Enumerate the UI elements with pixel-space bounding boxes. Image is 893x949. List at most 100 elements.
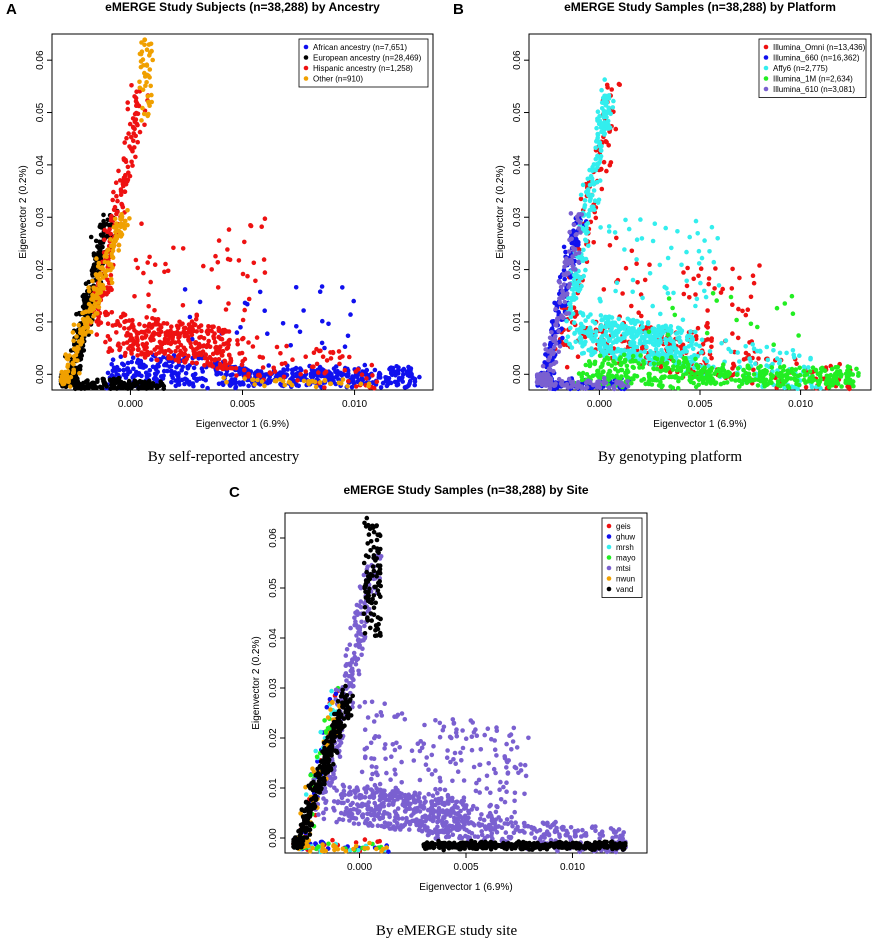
data-point xyxy=(133,257,139,263)
data-point xyxy=(168,349,174,355)
data-point xyxy=(567,342,572,347)
data-point xyxy=(262,383,267,389)
data-point xyxy=(161,321,167,326)
data-point xyxy=(319,340,325,346)
data-point xyxy=(233,365,239,371)
data-point xyxy=(705,308,710,313)
data-point xyxy=(740,308,745,314)
data-point xyxy=(138,64,144,70)
legend-marker xyxy=(303,55,309,60)
data-point xyxy=(60,381,66,387)
data-point xyxy=(115,198,120,204)
data-point xyxy=(342,368,348,373)
data-point xyxy=(730,331,735,336)
data-point xyxy=(326,321,331,327)
data-point xyxy=(86,301,92,307)
data-point xyxy=(721,380,727,386)
data-point xyxy=(616,81,622,87)
data-point xyxy=(646,329,652,335)
data-point xyxy=(123,179,129,185)
data-point xyxy=(127,173,133,179)
data-point xyxy=(182,287,188,292)
data-point xyxy=(205,385,210,391)
data-point xyxy=(785,384,791,389)
data-point xyxy=(213,345,218,351)
legend-label: European ancestry (n=28,469) xyxy=(313,54,422,63)
data-point xyxy=(612,230,618,235)
data-point xyxy=(643,330,648,335)
data-point xyxy=(134,360,140,365)
data-point xyxy=(227,353,232,358)
data-point xyxy=(125,386,131,391)
data-point xyxy=(191,365,197,371)
data-point xyxy=(573,232,578,238)
data-point xyxy=(181,326,187,331)
data-point xyxy=(265,331,270,337)
data-point xyxy=(806,365,811,370)
data-point xyxy=(216,357,222,362)
data-point xyxy=(597,296,602,302)
data-point xyxy=(330,349,336,355)
data-point xyxy=(117,367,122,373)
legend-label: African ancestry (n=7,651) xyxy=(313,43,407,52)
data-point xyxy=(329,372,334,377)
data-point xyxy=(710,291,716,296)
data-point xyxy=(105,277,110,283)
data-point xyxy=(598,372,603,378)
data-point xyxy=(116,248,121,253)
data-point xyxy=(147,67,153,72)
data-point xyxy=(96,317,101,322)
data-point xyxy=(636,361,641,366)
data-point xyxy=(127,338,133,343)
data-point xyxy=(599,186,605,192)
data-point xyxy=(149,383,155,389)
data-point xyxy=(595,368,600,374)
data-point xyxy=(112,204,118,210)
data-point xyxy=(655,350,661,356)
data-point xyxy=(224,346,230,351)
data-point xyxy=(388,380,394,386)
data-point xyxy=(118,189,124,194)
data-point xyxy=(137,321,142,327)
data-point xyxy=(696,248,702,254)
data-point xyxy=(122,319,127,325)
data-point xyxy=(598,327,603,333)
data-point xyxy=(135,265,140,271)
data-point xyxy=(62,375,67,380)
data-point xyxy=(339,371,345,377)
data-point xyxy=(592,349,597,355)
data-point xyxy=(722,374,727,380)
data-point xyxy=(598,225,603,230)
data-point xyxy=(620,291,625,296)
data-point xyxy=(718,290,724,295)
data-point xyxy=(784,350,789,356)
legend-marker xyxy=(303,76,309,81)
data-point xyxy=(580,311,586,316)
data-point xyxy=(142,37,147,43)
data-point xyxy=(185,364,190,370)
data-point xyxy=(680,342,686,348)
data-point xyxy=(98,272,104,278)
data-point xyxy=(608,111,613,117)
data-point xyxy=(598,313,604,318)
data-point xyxy=(762,384,767,389)
data-point xyxy=(576,250,582,255)
data-point xyxy=(146,304,151,309)
data-point xyxy=(322,385,327,390)
data-point xyxy=(629,248,635,254)
data-point xyxy=(130,355,136,361)
data-point xyxy=(660,356,665,361)
data-point xyxy=(206,338,211,344)
data-point xyxy=(591,240,596,245)
data-point xyxy=(86,309,92,314)
data-point xyxy=(388,371,394,376)
data-point xyxy=(242,307,247,313)
data-point xyxy=(652,375,657,381)
data-point xyxy=(582,198,588,203)
data-point xyxy=(105,311,111,317)
data-point xyxy=(580,182,586,188)
data-point xyxy=(695,231,700,236)
data-point xyxy=(112,216,118,222)
data-point xyxy=(192,375,197,381)
data-point xyxy=(613,126,619,132)
